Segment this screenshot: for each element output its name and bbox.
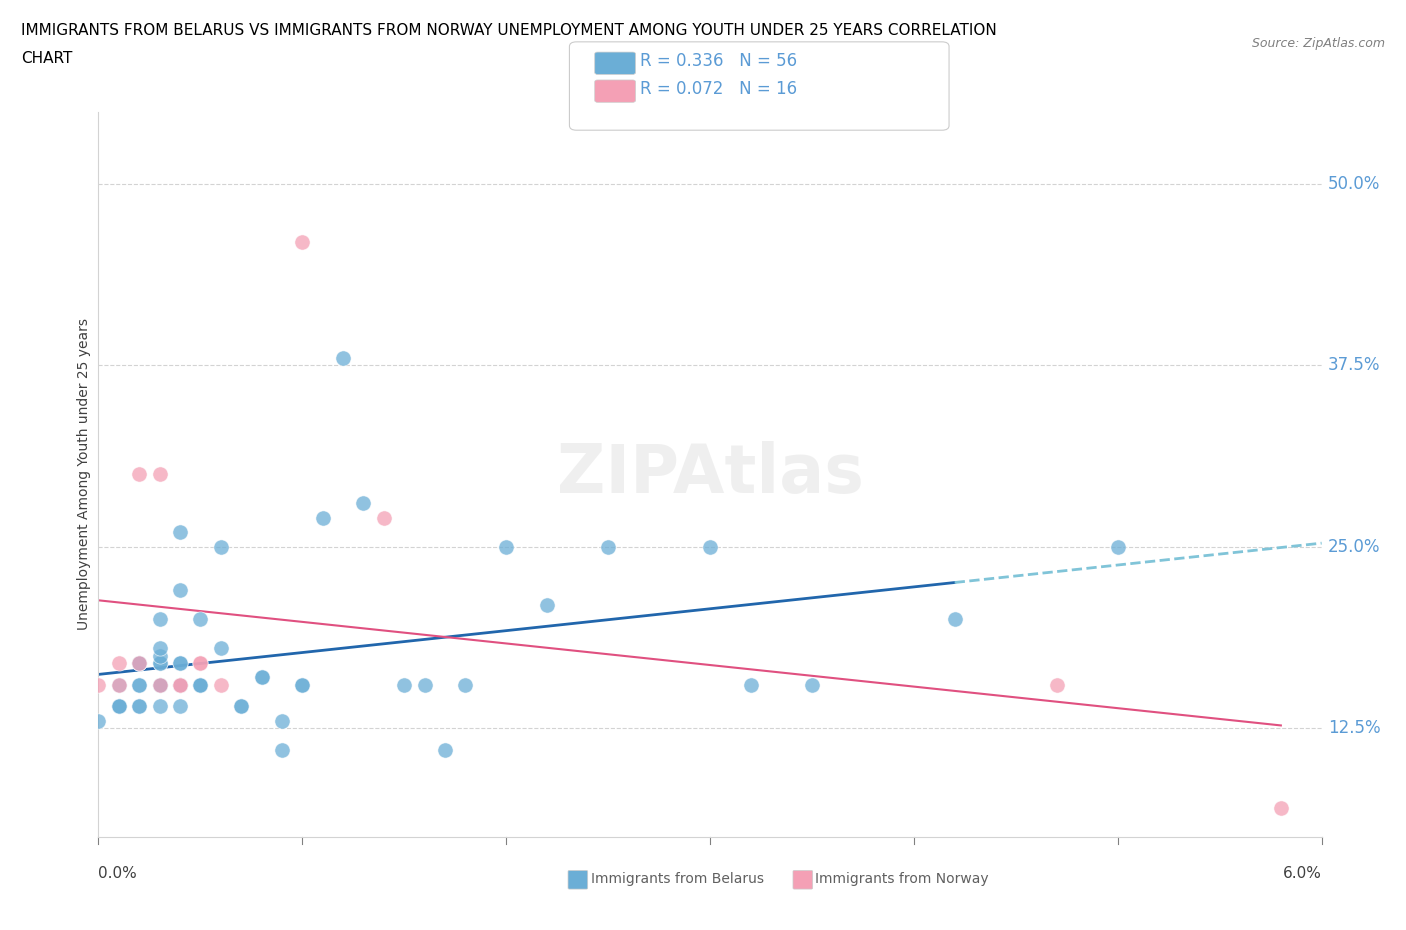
Text: IMMIGRANTS FROM BELARUS VS IMMIGRANTS FROM NORWAY UNEMPLOYMENT AMONG YOUTH UNDER: IMMIGRANTS FROM BELARUS VS IMMIGRANTS FR… bbox=[21, 23, 997, 38]
Point bbox=[250, 670, 273, 684]
Point bbox=[188, 677, 212, 692]
Text: 12.5%: 12.5% bbox=[1327, 719, 1381, 737]
Point bbox=[169, 656, 191, 671]
Point bbox=[149, 648, 172, 663]
Text: Immigrants from Norway: Immigrants from Norway bbox=[815, 871, 988, 886]
Point bbox=[291, 234, 314, 249]
Point bbox=[352, 496, 374, 511]
Point bbox=[149, 467, 172, 482]
Point bbox=[169, 677, 191, 692]
Point bbox=[188, 677, 212, 692]
Point bbox=[373, 511, 395, 525]
Point bbox=[231, 699, 253, 714]
Point bbox=[801, 677, 824, 692]
Point bbox=[128, 677, 150, 692]
Point bbox=[209, 677, 232, 692]
Point bbox=[128, 656, 150, 671]
Point bbox=[149, 677, 172, 692]
Text: 50.0%: 50.0% bbox=[1327, 175, 1381, 193]
Point bbox=[270, 713, 292, 728]
Point bbox=[169, 525, 191, 539]
Point bbox=[1107, 539, 1129, 554]
Point bbox=[231, 699, 253, 714]
Point bbox=[169, 656, 191, 671]
Point bbox=[149, 656, 172, 671]
Point bbox=[1045, 677, 1069, 692]
Point bbox=[149, 612, 172, 627]
Point bbox=[291, 677, 314, 692]
Point bbox=[169, 699, 191, 714]
Point bbox=[188, 656, 212, 671]
Point bbox=[188, 656, 212, 671]
Point bbox=[149, 699, 172, 714]
Point bbox=[149, 641, 172, 656]
Point bbox=[188, 677, 212, 692]
Point bbox=[433, 742, 456, 757]
Point bbox=[128, 656, 150, 671]
Point bbox=[128, 699, 150, 714]
Point bbox=[250, 670, 273, 684]
Point bbox=[454, 677, 477, 692]
Point bbox=[87, 713, 110, 728]
Point bbox=[291, 677, 314, 692]
Text: Immigrants from Belarus: Immigrants from Belarus bbox=[591, 871, 763, 886]
Text: 37.5%: 37.5% bbox=[1327, 356, 1381, 375]
Text: 0.0%: 0.0% bbox=[98, 866, 138, 881]
Point bbox=[108, 677, 131, 692]
Point bbox=[128, 677, 150, 692]
Point bbox=[108, 699, 131, 714]
Point bbox=[169, 677, 191, 692]
Point bbox=[188, 612, 212, 627]
Point bbox=[149, 656, 172, 671]
Text: 25.0%: 25.0% bbox=[1327, 538, 1381, 556]
Point bbox=[149, 677, 172, 692]
Text: R = 0.072   N = 16: R = 0.072 N = 16 bbox=[640, 80, 797, 99]
Point bbox=[740, 677, 762, 692]
Point bbox=[209, 641, 232, 656]
Point bbox=[943, 612, 966, 627]
Point bbox=[270, 742, 292, 757]
Point bbox=[149, 677, 172, 692]
Point bbox=[169, 583, 191, 598]
Point bbox=[209, 539, 232, 554]
Point bbox=[169, 677, 191, 692]
Point bbox=[169, 677, 191, 692]
Point bbox=[108, 656, 131, 671]
Point bbox=[392, 677, 416, 692]
Point bbox=[1270, 801, 1292, 816]
Point bbox=[413, 677, 436, 692]
Point bbox=[536, 597, 558, 612]
Point bbox=[699, 539, 721, 554]
Point bbox=[169, 677, 191, 692]
Text: CHART: CHART bbox=[21, 51, 73, 66]
Point bbox=[128, 699, 150, 714]
Point bbox=[128, 467, 150, 482]
Point bbox=[108, 677, 131, 692]
Text: ZIPAtlas: ZIPAtlas bbox=[557, 442, 863, 507]
Point bbox=[311, 511, 335, 525]
Text: R = 0.336   N = 56: R = 0.336 N = 56 bbox=[640, 52, 797, 71]
Point bbox=[108, 699, 131, 714]
Text: 6.0%: 6.0% bbox=[1282, 866, 1322, 881]
Point bbox=[128, 656, 150, 671]
Point bbox=[495, 539, 517, 554]
Text: Source: ZipAtlas.com: Source: ZipAtlas.com bbox=[1251, 37, 1385, 50]
Point bbox=[87, 677, 110, 692]
Point bbox=[108, 699, 131, 714]
Y-axis label: Unemployment Among Youth under 25 years: Unemployment Among Youth under 25 years bbox=[77, 318, 91, 631]
Point bbox=[332, 351, 354, 365]
Point bbox=[598, 539, 620, 554]
